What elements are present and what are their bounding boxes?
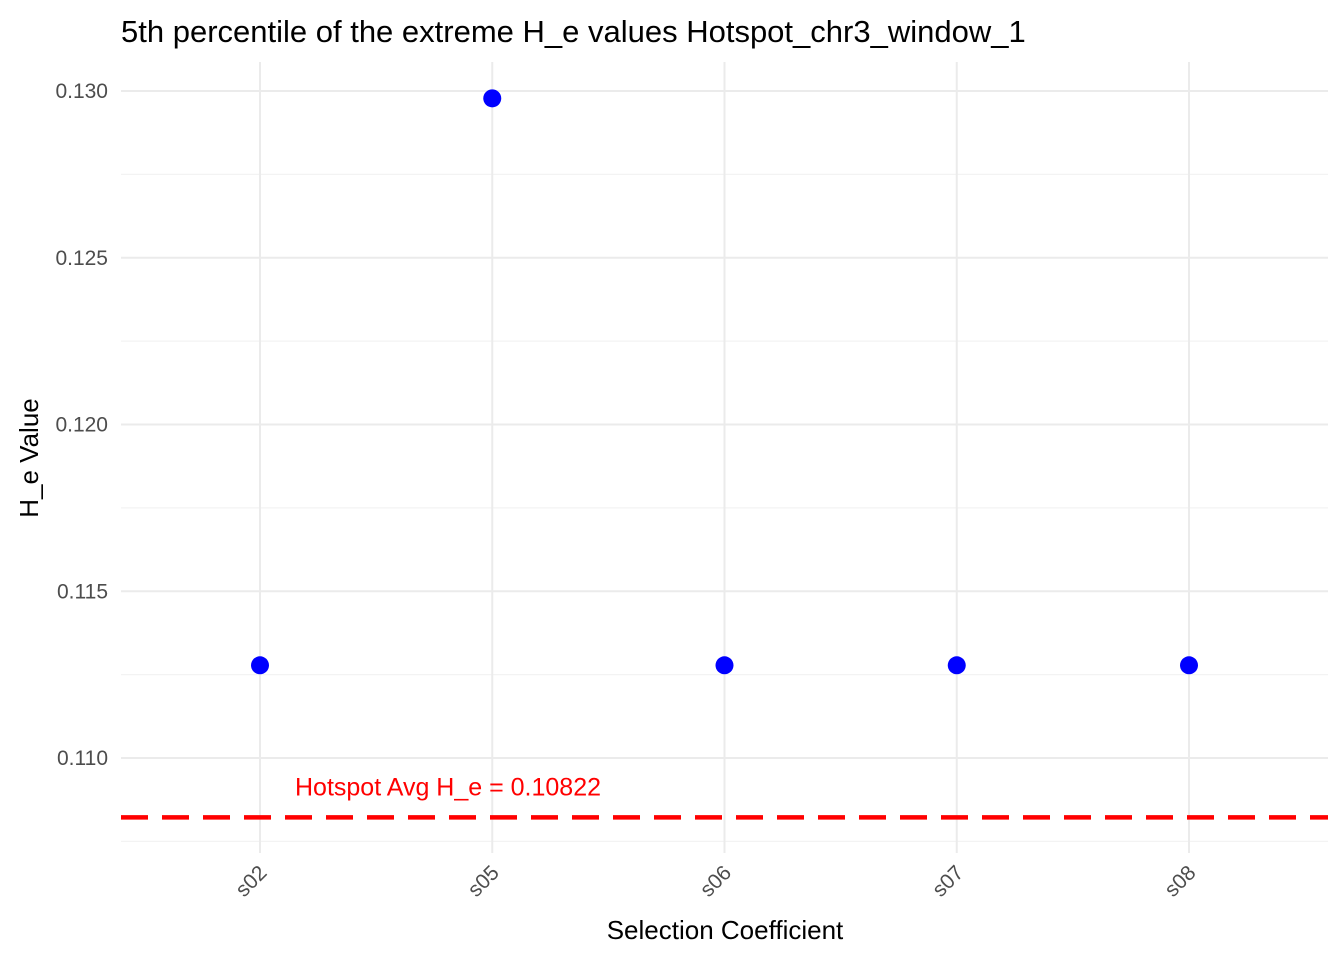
data-point-s08 bbox=[1180, 656, 1198, 675]
hotspot-average-label: Hotspot Avg H_e = 0.10822 bbox=[295, 773, 601, 801]
data-points bbox=[251, 89, 1198, 675]
y-tick-label: 0.130 bbox=[55, 80, 108, 103]
data-point-s05 bbox=[483, 89, 502, 108]
y-tick-label: 0.110 bbox=[57, 747, 108, 770]
y-axis-ticks: 0.110 0.115 0.120 0.125 0.130 bbox=[55, 80, 108, 770]
data-point-s07 bbox=[947, 656, 966, 675]
chart-title: 5th percentile of the extreme H_e values… bbox=[121, 14, 1026, 49]
y-tick-label: 0.115 bbox=[57, 580, 108, 603]
grid bbox=[121, 62, 1328, 853]
x-axis-title: Selection Coefficient bbox=[607, 915, 844, 945]
data-point-s02 bbox=[251, 656, 269, 675]
y-axis-title: H_e Value bbox=[14, 398, 44, 518]
x-axis-ticks: s02 s05 s06 s07 s08 bbox=[231, 861, 1200, 901]
x-tick-label: s07 bbox=[928, 861, 968, 901]
y-tick-label: 0.125 bbox=[55, 247, 108, 270]
x-tick-label: s02 bbox=[231, 861, 271, 901]
x-tick-label: s05 bbox=[464, 861, 504, 901]
y-tick-label: 0.120 bbox=[55, 414, 108, 437]
reference-line-group: Hotspot Avg H_e = 0.10822 bbox=[121, 773, 1328, 820]
x-tick-label: s06 bbox=[696, 861, 736, 901]
x-tick-label: s08 bbox=[1160, 861, 1200, 901]
data-point-s06 bbox=[715, 656, 734, 675]
